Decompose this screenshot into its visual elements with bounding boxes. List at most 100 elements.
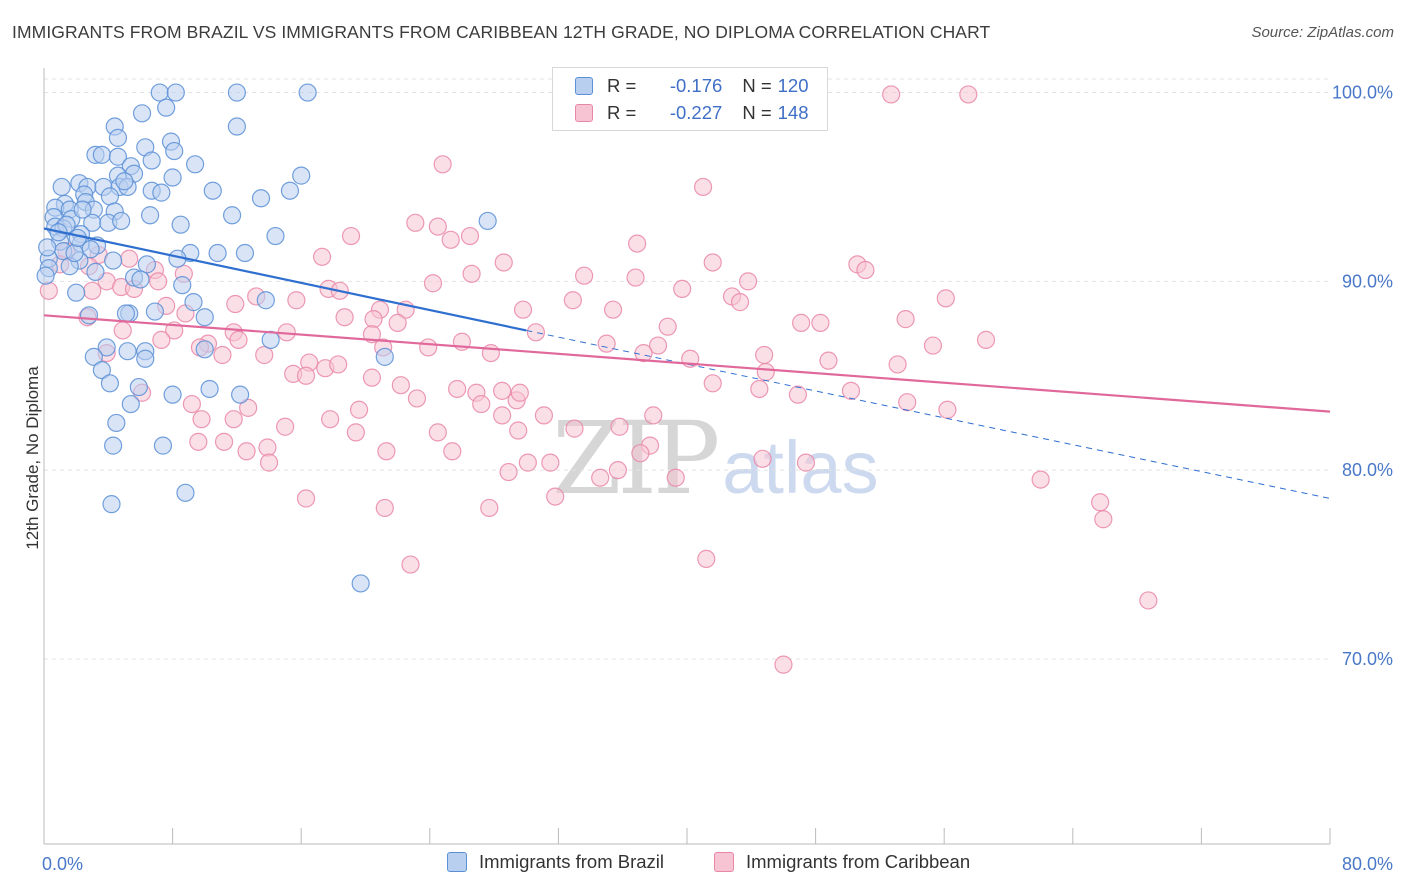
- legend-r-value: -0.176: [669, 75, 723, 96]
- caribbean-point: [388, 313, 407, 332]
- caribbean-point: [841, 381, 861, 400]
- caribbean-point: [898, 393, 917, 412]
- caribbean-point: [349, 400, 369, 419]
- brazil-point: [136, 349, 155, 368]
- brazil-point: [92, 145, 111, 164]
- caribbean-point: [391, 376, 410, 395]
- brazil-point: [186, 155, 205, 174]
- caribbean-point: [239, 398, 258, 417]
- series-legend-label-brazil: Immigrants from Brazil: [479, 851, 665, 872]
- brazil-trend-line: [43, 227, 527, 332]
- caribbean-point: [423, 274, 443, 293]
- brazil-trend-extension: [526, 329, 1331, 499]
- caribbean-point: [321, 410, 340, 429]
- brazil-point: [292, 166, 311, 185]
- caribbean-point: [882, 85, 901, 104]
- brazil-point: [108, 128, 128, 147]
- caribbean-point: [419, 338, 438, 357]
- caribbean-point: [83, 281, 102, 300]
- caribbean-point: [1139, 591, 1158, 610]
- series-legend-swatch-brazil: [447, 852, 467, 872]
- caribbean-point: [401, 555, 420, 574]
- brazil-point: [92, 360, 111, 380]
- caribbean-point: [693, 177, 713, 197]
- brazil-point: [280, 181, 300, 200]
- caribbean-point: [658, 317, 677, 336]
- caribbean-point: [346, 423, 365, 442]
- caribbean-point: [443, 442, 462, 461]
- caribbean-point: [591, 468, 610, 487]
- brazil-point: [266, 226, 285, 246]
- caribbean-point: [666, 468, 685, 487]
- caribbean-point: [575, 266, 594, 285]
- caribbean-point: [341, 226, 361, 246]
- brazil-point: [200, 379, 219, 399]
- brazil-point: [195, 340, 214, 359]
- caribbean-point: [329, 355, 348, 374]
- caribbean-point: [499, 462, 518, 482]
- legend-r-label: R =: [607, 75, 637, 96]
- brazil-point: [100, 374, 120, 393]
- caribbean-point: [1031, 470, 1050, 489]
- brazil-point: [112, 211, 131, 231]
- caribbean-point: [509, 421, 528, 440]
- series-caribbean-points: [39, 85, 1158, 674]
- brazil-point: [132, 104, 152, 123]
- caribbean-point: [1094, 510, 1113, 529]
- brazil-point: [145, 302, 165, 321]
- brazil-point: [121, 394, 140, 414]
- caribbean-point: [224, 410, 243, 429]
- caribbean-point: [626, 268, 645, 287]
- brazil-point: [256, 291, 275, 310]
- brazil-point: [137, 255, 156, 274]
- brazil-point: [142, 151, 161, 170]
- caribbean-trend-line: [43, 314, 1331, 413]
- tick-labels: 70.0% 80.0% 90.0% 100.0% 0.0% 80.0%: [42, 83, 1393, 874]
- caribbean-point: [936, 289, 955, 308]
- caribbean-point: [472, 394, 491, 414]
- caribbean-point: [255, 345, 274, 365]
- caribbean-point: [756, 362, 775, 382]
- brazil-point: [65, 243, 84, 263]
- legend-r-label: R =: [607, 102, 637, 123]
- caribbean-point: [448, 379, 467, 399]
- legend-n-value: 148: [777, 102, 809, 123]
- brazil-point: [150, 83, 169, 102]
- brazil-point: [478, 211, 497, 231]
- caribbean-point: [738, 272, 758, 291]
- y-tick-label: 100.0%: [1332, 83, 1393, 103]
- x-tick-label: 0.0%: [42, 854, 83, 874]
- brazil-point: [261, 330, 280, 349]
- brazil-point: [153, 436, 173, 455]
- caribbean-point: [526, 323, 545, 342]
- caribbean-point: [39, 281, 58, 300]
- caribbean-point: [703, 374, 722, 393]
- caribbean-point: [976, 330, 996, 349]
- caribbean-point: [494, 253, 513, 272]
- y-tick-label: 70.0%: [1342, 649, 1393, 669]
- brazil-point: [251, 189, 271, 208]
- caribbean-point: [296, 489, 316, 508]
- caribbean-point: [546, 487, 565, 506]
- caribbean-point: [152, 330, 171, 349]
- brazil-point: [227, 117, 246, 136]
- brazil-point: [36, 266, 55, 285]
- caribbean-point: [377, 442, 396, 461]
- brazil-point: [227, 83, 246, 102]
- brazil-point: [152, 183, 171, 202]
- x-tick-label: 80.0%: [1342, 854, 1393, 874]
- caribbean-point: [673, 279, 692, 299]
- caribbean-point: [938, 400, 957, 419]
- brazil-point: [73, 200, 92, 219]
- caribbean-point: [608, 461, 627, 480]
- caribbean-point: [428, 217, 447, 236]
- caribbean-point: [287, 291, 306, 310]
- series-legend-caribbean: Immigrants from Caribbean: [714, 851, 970, 873]
- caribbean-point: [433, 155, 452, 174]
- caribbean-point: [258, 438, 277, 457]
- legend-r-value: -0.227: [669, 102, 723, 123]
- brazil-point: [163, 168, 182, 187]
- brazil-point: [116, 304, 136, 323]
- caribbean-point: [375, 498, 394, 518]
- brazil-point: [203, 181, 222, 200]
